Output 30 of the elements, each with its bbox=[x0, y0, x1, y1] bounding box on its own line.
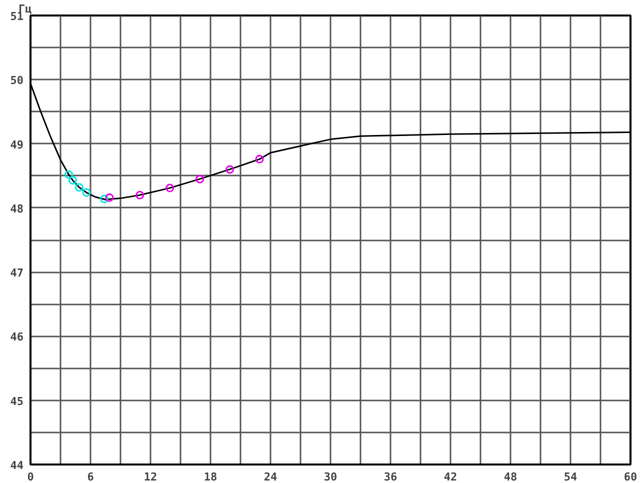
point bbox=[82, 188, 91, 197]
x-tick-label: 18 bbox=[204, 470, 218, 483]
y-tick-label: 49 bbox=[10, 138, 24, 152]
point bbox=[226, 165, 234, 174]
y-tick-label: 48 bbox=[10, 202, 24, 216]
x-tick-label: 0 bbox=[27, 470, 34, 483]
x-tick-label: 30 bbox=[324, 470, 338, 483]
y-tick-label: 45 bbox=[10, 394, 24, 408]
y-tick-label: 51 bbox=[10, 10, 24, 23]
point bbox=[64, 170, 74, 179]
x-tick-label: 36 bbox=[384, 470, 398, 483]
point bbox=[136, 190, 144, 200]
point bbox=[100, 194, 108, 204]
x-tick-label: 42 bbox=[444, 470, 458, 483]
y-tick-label: 46 bbox=[10, 330, 24, 344]
point bbox=[196, 174, 204, 184]
point bbox=[255, 154, 264, 164]
point bbox=[74, 183, 84, 192]
x-tick-label: 48 bbox=[504, 470, 518, 483]
point bbox=[68, 176, 78, 185]
x-tick-label: 60 bbox=[624, 470, 638, 483]
point bbox=[105, 193, 114, 202]
x-tick-label: 12 bbox=[144, 470, 158, 483]
y-tick-label: 44 bbox=[10, 459, 24, 472]
x-tick-label: 54 bbox=[564, 470, 578, 483]
y-tick-label: 50 bbox=[10, 74, 24, 88]
x-tick-label: 24 bbox=[264, 470, 278, 483]
y-tick-label: 47 bbox=[10, 266, 24, 280]
point bbox=[166, 184, 174, 192]
x-tick-label: 6 bbox=[87, 470, 94, 483]
